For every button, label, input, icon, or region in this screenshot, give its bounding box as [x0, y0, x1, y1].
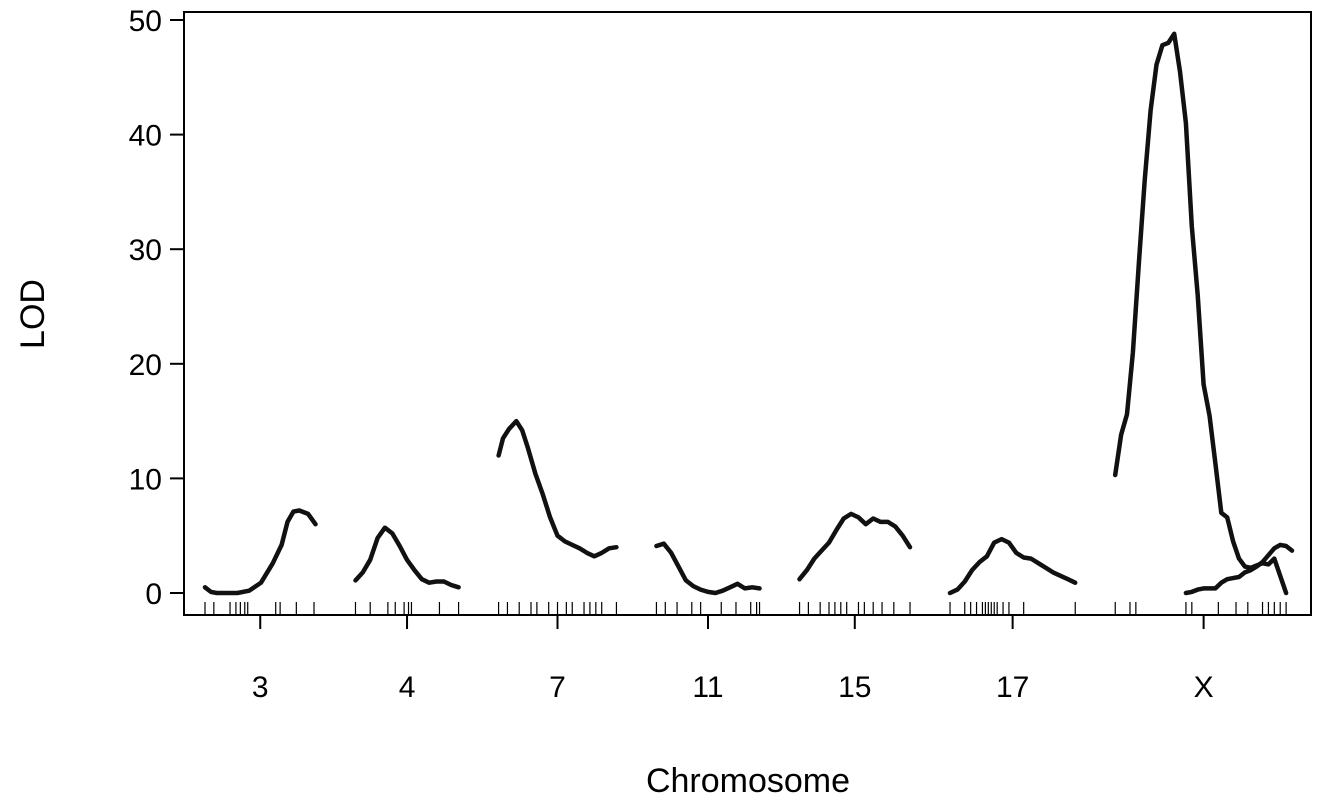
lod-curve-chr-15 — [797, 511, 913, 582]
lod-curve-chr-11 — [654, 541, 762, 596]
y-tick-label: 50 — [129, 5, 162, 38]
lod-curve-chr-X-2 — [1183, 542, 1295, 596]
x-tick-label-chr-11: 11 — [692, 671, 723, 704]
x-tick-label-chr-4: 4 — [399, 671, 416, 704]
x-tick-label-chr-17: 17 — [996, 671, 1029, 704]
y-tick-label: 30 — [129, 234, 162, 267]
x-axis: 3 4 7 11 15 17 X — [252, 615, 1214, 704]
plot-frame — [183, 11, 1312, 616]
y-axis: 0 10 20 30 40 50 — [129, 5, 185, 611]
y-tick-label: 40 — [129, 120, 162, 153]
lod-curve-chr-X-1 — [1112, 31, 1289, 596]
y-axis-title: LOD — [14, 279, 52, 349]
lod-curve-chr-4 — [353, 525, 461, 590]
lod-curve-chr-7 — [496, 418, 619, 559]
lod-curve-chr-3 — [202, 508, 318, 596]
x-axis-title: Chromosome — [646, 762, 850, 800]
x-tick-label-chr-15: 15 — [838, 671, 871, 704]
marker-rug — [204, 602, 1287, 615]
lod-curve-chr-17 — [947, 536, 1078, 596]
y-tick-label: 10 — [129, 463, 162, 496]
x-tick-label-chr-7: 7 — [549, 671, 566, 704]
y-tick-label: 20 — [129, 349, 162, 382]
y-tick-label: 0 — [145, 578, 162, 611]
x-tick-label-chr-X: X — [1194, 671, 1214, 704]
x-tick-label-chr-3: 3 — [252, 671, 269, 704]
lod-curves — [202, 31, 1295, 596]
